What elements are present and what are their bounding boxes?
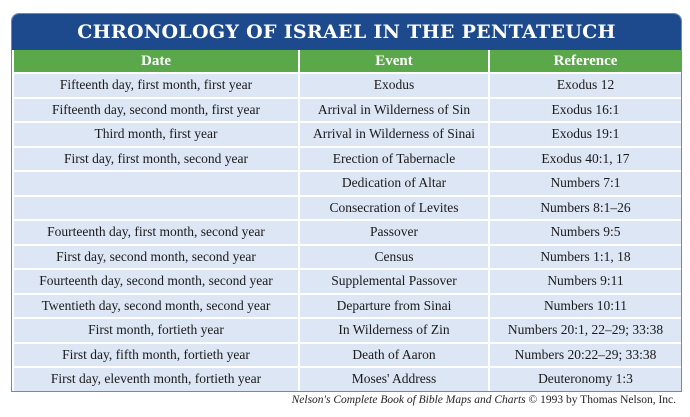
event-cell: Passover [298,219,490,246]
reference-cell: Numbers 8:1–26 [488,194,681,221]
event-cell: In Wilderness of Zin [298,317,490,344]
event-cell: Dedication of Altar [298,170,490,197]
event-cell: Moses' Address [298,366,490,391]
date-cell: First day, eleventh month, fortieth year [12,366,300,391]
event-cell: Death of Aaron [298,341,490,368]
reference-cell: Deuteronomy 1:3 [488,366,681,391]
table-body: Fifteenth day, first month, first year Ex… [12,72,681,391]
table-row: First day, eleventh month, fortieth year… [12,366,681,391]
reference-cell: Numbers 9:11 [488,268,681,295]
copyright-credit: Nelson's Complete Book of Bible Maps and… [292,394,676,406]
event-cell: Exodus [298,72,490,99]
reference-cell: Numbers 20:1, 22–29; 33:38 [488,317,681,344]
table-row: Fourteenth day, first month, second year… [12,219,681,246]
reference-cell: Numbers 1:1, 18 [488,243,681,270]
table-row: First day, fifth month, fortieth year Dea… [12,341,681,368]
date-cell: First day, first month, second year [12,145,300,172]
date-cell: Third month, first year [12,121,300,148]
column-header-reference: Reference [488,50,681,74]
chronology-table: Date Event Reference Fifteenth day, firs… [12,50,681,391]
date-cell [12,194,300,221]
reference-cell: Numbers 7:1 [488,170,681,197]
table-row: Twentieth day, second month, second year… [12,292,681,319]
reference-cell: Numbers 9:5 [488,219,681,246]
reference-cell: Numbers 10:11 [488,292,681,319]
book-title: Nelson's Complete Book of Bible Maps and… [291,394,526,406]
date-cell: First day, second month, second year [12,243,300,270]
event-cell: Census [298,243,490,270]
date-cell: Fifteenth day, second month, first year [12,96,300,123]
chart-title: CHRONOLOGY OF ISRAEL IN THE PENTATEUCH [12,14,681,50]
date-cell: Fourteenth day, second month, second yea… [12,268,300,295]
chronology-chart: CHRONOLOGY OF ISRAEL IN THE PENTATEUCH D… [11,13,682,392]
table-row: Fifteenth day, second month, first year A… [12,96,681,123]
table-row: Fourteenth day, second month, second yea… [12,268,681,295]
table-row: Fifteenth day, first month, first year Ex… [12,72,681,99]
table-row: First day, first month, second year Erect… [12,145,681,172]
date-cell: First day, fifth month, fortieth year [12,341,300,368]
reference-cell: Numbers 20:22–29; 33:38 [488,341,681,368]
event-cell: Erection of Tabernacle [298,145,490,172]
event-cell: Consecration of Levites [298,194,490,221]
date-cell: First month, fortieth year [12,317,300,344]
date-cell: Twentieth day, second month, second year [12,292,300,319]
reference-cell: Exodus 40:1, 17 [488,145,681,172]
copyright-text: © 1993 by Thomas Nelson, Inc. [525,394,676,406]
table-row: Dedication of Altar Numbers 7:1 [12,170,681,197]
reference-cell: Exodus 16:1 [488,96,681,123]
date-cell: Fifteenth day, first month, first year [12,72,300,99]
event-cell: Departure from Sinai [298,292,490,319]
table-row: Consecration of Levites Numbers 8:1–26 [12,194,681,221]
reference-cell: Exodus 19:1 [488,121,681,148]
event-cell: Arrival in Wilderness of Sin [298,96,490,123]
column-header-date: Date [12,50,300,74]
event-cell: Supplemental Passover [298,268,490,295]
column-header-event: Event [298,50,490,74]
reference-cell: Exodus 12 [488,72,681,99]
date-cell [12,170,300,197]
table-row: Third month, first year Arrival in Wilder… [12,121,681,148]
date-cell: Fourteenth day, first month, second year [12,219,300,246]
header-row: Date Event Reference [12,50,681,74]
table-row: First day, second month, second year Cens… [12,243,681,270]
table-row: First month, fortieth year In Wilderness … [12,317,681,344]
event-cell: Arrival in Wilderness of Sinai [298,121,490,148]
